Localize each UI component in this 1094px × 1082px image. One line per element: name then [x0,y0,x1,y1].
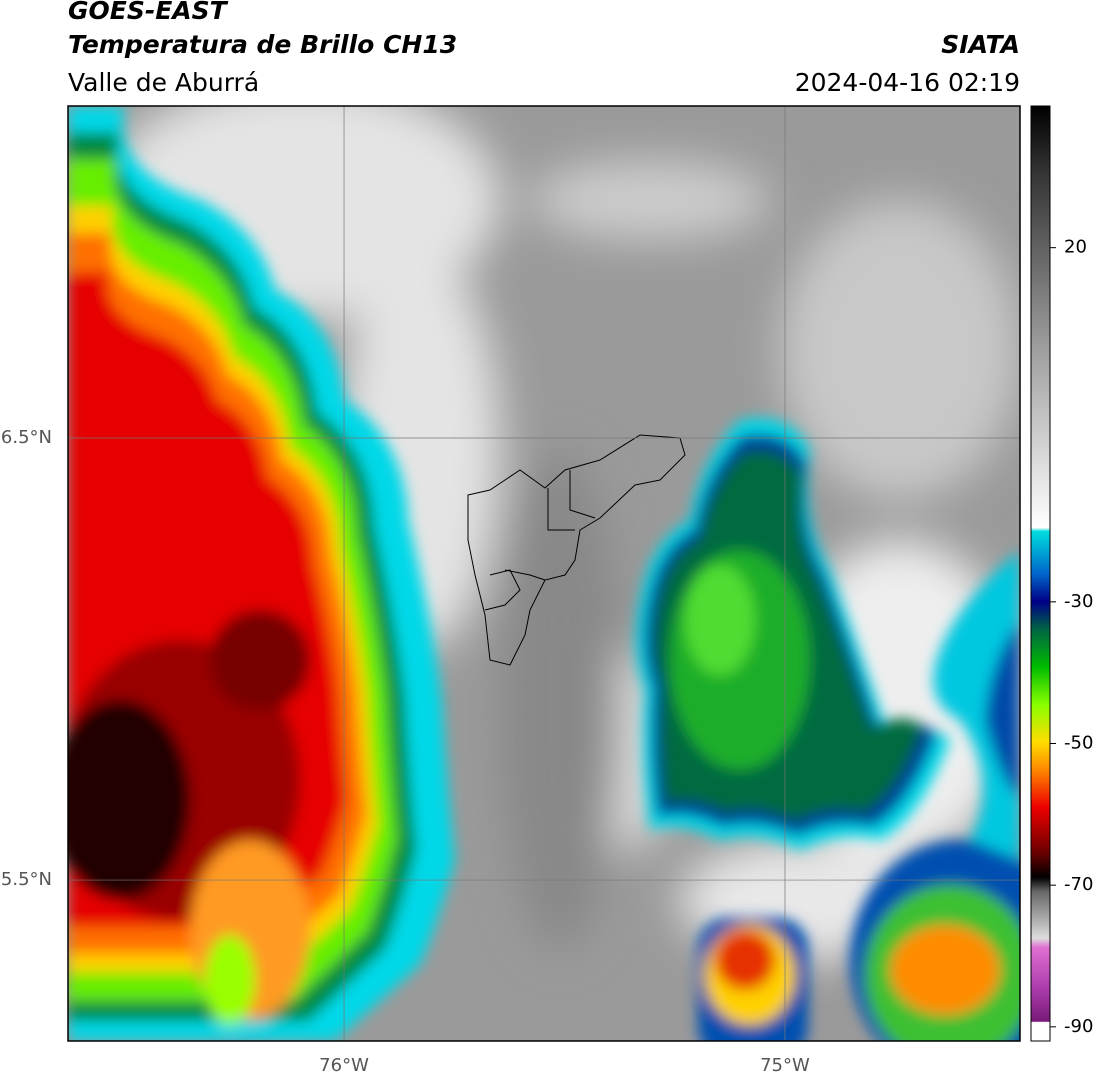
y-tick-label: 5.5°N [1,869,52,890]
satellite-image [68,106,1020,1041]
map-frame [67,105,1021,1042]
valle-de-aburra-outline [467,434,686,666]
colorbar [1030,105,1051,1042]
colorbar-tick-label: 20 [1064,237,1087,258]
colorbar-tick-label: -30 [1064,591,1093,612]
gridlines [68,106,1020,1041]
colorbar-tick-label: -90 [1064,1016,1093,1037]
x-tick-label: 75°W [760,1055,810,1076]
colorbar-tick-label: -70 [1064,874,1093,895]
x-tick-label: 76°W [319,1055,369,1076]
y-tick-label: 6.5°N [1,427,52,448]
source: SIATA [941,30,1020,59]
subtitle: Temperatura de Brillo CH13 [68,30,457,59]
region: Valle de Aburrá [68,68,259,97]
colorbar-tick-label: -50 [1064,733,1093,754]
datetime: 2024-04-16 02:19 [795,68,1020,97]
title: GOES-EAST [68,0,229,25]
